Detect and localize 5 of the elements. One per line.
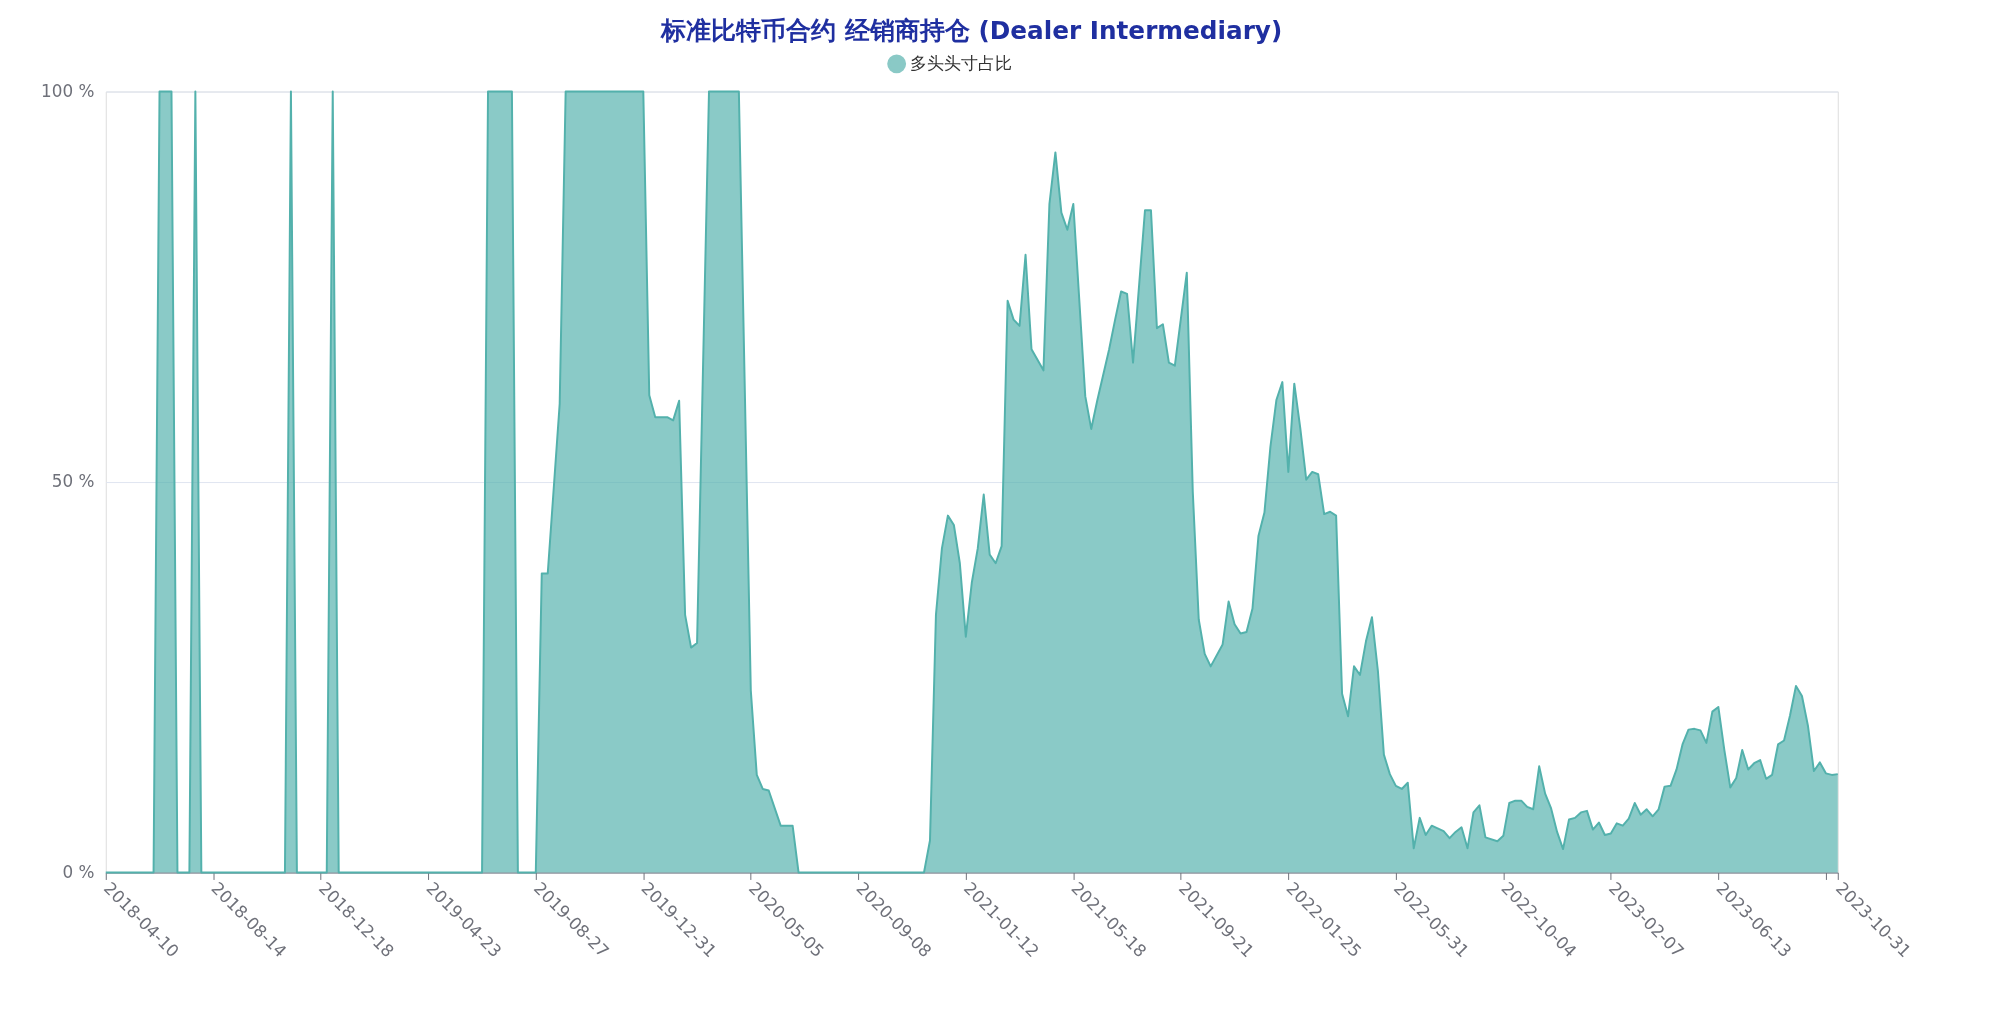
y-tick-label: 50 % (51, 471, 95, 492)
y-tick-label: 0 % (62, 861, 95, 882)
legend-label: 多头头寸占比 (910, 52, 1013, 73)
chart-title: 标准比特币合约 经销商持仓 (Dealer Intermediary) (660, 16, 1283, 46)
y-tick-label: 100 % (41, 80, 95, 101)
